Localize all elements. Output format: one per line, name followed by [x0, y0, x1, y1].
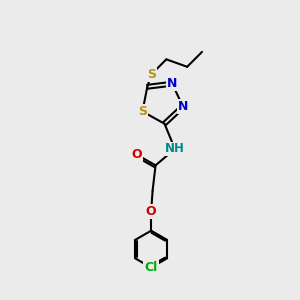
Text: N: N [178, 100, 188, 113]
Text: S: S [147, 68, 156, 81]
Text: N: N [167, 77, 178, 90]
Text: O: O [132, 148, 142, 161]
Text: NH: NH [165, 142, 185, 155]
Text: S: S [138, 105, 147, 118]
Text: O: O [146, 206, 156, 218]
Text: Cl: Cl [145, 261, 158, 274]
